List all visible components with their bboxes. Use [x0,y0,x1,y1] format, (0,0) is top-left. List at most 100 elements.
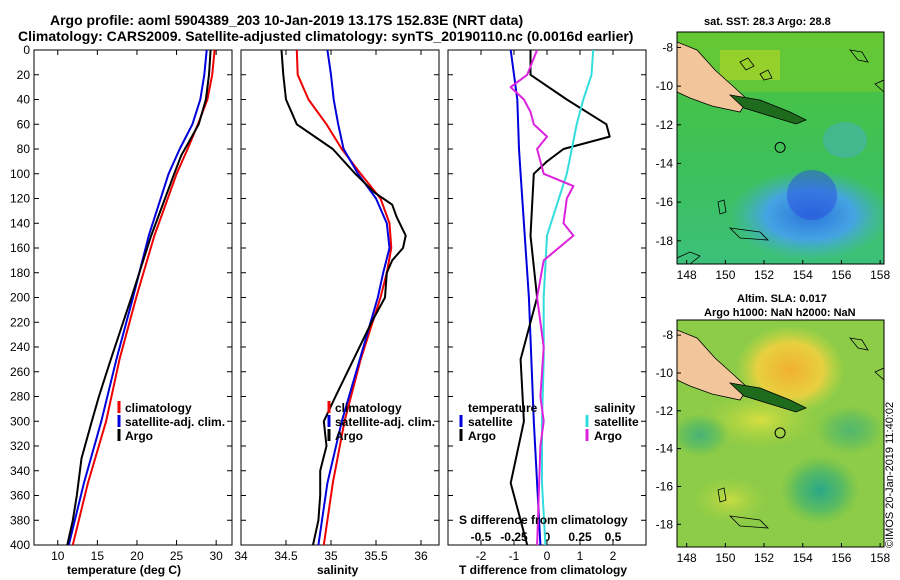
depth-tick-label: 160 [10,241,30,255]
sst-map-lon-axis: 148 150 152 154 156 158 [677,260,890,282]
lat-tick-label: -8 [662,328,673,342]
lat-tick-label: -18 [656,517,674,531]
lon-tick-label: 156 [831,551,851,565]
depth-tick-label: 60 [17,117,31,131]
depth-tick-label: 360 [10,489,30,503]
x-tick-label: 35.5 [364,549,388,563]
sst-map-frame [676,31,885,265]
sst-map-lat-axis: -8 -10 -12 -14 -16 -18 [656,40,681,248]
difference-legend: temperature satellite Argo salinity sate… [459,401,639,443]
depth-tick-label: 80 [17,142,31,156]
difference-x-axis: -2 -1 0 1 2 -0.5 -0.25 0 0.25 0.5 [471,50,622,563]
legend-header-temperature: temperature [468,401,538,415]
depth-tick-label: 240 [10,340,30,354]
difference-panel-frame [447,49,647,546]
x-tick-label: 35 [324,549,338,563]
salinity-legend: climatology satellite-adj. clim. Argo [327,401,435,443]
lat-tick-label: -12 [656,118,674,132]
depth-tick-label: 280 [10,390,30,404]
sla-map-frame [676,319,885,548]
depth-tick-label: 40 [17,93,31,107]
legend-label-s-argo: Argo [594,429,622,443]
temperature-x-axis: 10 15 20 25 30 [51,50,223,563]
sst-map-image [677,32,884,264]
depth-tick-label: 140 [10,216,30,230]
depth-tick-label: 120 [10,192,30,206]
sla-map-subtitle: Argo h1000: NaN h2000: NaN [704,307,856,319]
lat-tick-label: -8 [662,40,673,54]
series-line-temperature-argo [509,50,611,545]
x-tick-label: 0 [544,549,551,563]
legend-label-s-satellite: satellite [594,415,639,429]
difference-top-axis-label: S difference from climatology [459,513,628,527]
lon-tick-label: 148 [677,268,697,282]
x-tick-label: 25 [170,549,184,563]
series-line-satellite-adj-clim- [317,50,391,545]
x-tick-label: 36 [414,549,428,563]
lat-tick-label: -16 [656,479,674,493]
legend-label-satellite: satellite-adj. clim. [125,415,225,429]
s-diff-tick-label: 0 [544,530,551,544]
s-diff-tick-label: -0.25 [500,530,528,544]
depth-tick-label: 180 [10,266,30,280]
x-tick-label: -2 [476,549,487,563]
lon-tick-label: 154 [793,551,813,565]
depth-tick-label: 260 [10,365,30,379]
series-line-climatology [295,50,393,545]
argo-location-marker [774,427,786,439]
legend-label-satellite: satellite-adj. clim. [335,415,435,429]
lon-tick-label: 158 [870,551,890,565]
legend-header-salinity: salinity [594,401,636,415]
legend-label-t-satellite: satellite [468,415,513,429]
x-tick-label: 34 [234,549,248,563]
depth-tick-label: 200 [10,291,30,305]
salinity-series [280,50,407,545]
credit-text: ©IMOS 20-Jan-2019 11:40:02 [884,402,896,548]
figure-title-line2: Climatology: CARS2009. Satellite-adjuste… [18,28,633,44]
lat-tick-label: -10 [656,366,674,380]
series-line-salinity-satellite [541,50,595,545]
depth-tick-label: 340 [10,464,30,478]
sla-map-lat-axis: -8 -10 -12 -14 -16 -18 [656,328,681,531]
depth-tick-label: 400 [10,538,30,552]
x-tick-label: 34.5 [274,549,298,563]
series-line-temperature-satellite [509,50,542,545]
depth-tick-label: 0 [23,43,30,57]
depth-tick-label: 380 [10,513,30,527]
series-line-satellite-adj-clim- [67,50,208,545]
legend-label-argo: Argo [335,429,363,443]
s-diff-tick-label: 0.5 [605,530,622,544]
sla-map-image [677,320,884,547]
x-tick-label: 15 [91,549,105,563]
lon-tick-label: 150 [715,268,735,282]
lon-tick-label: 156 [831,268,851,282]
difference-series [509,50,611,545]
sla-map-lon-axis: 148 150 152 154 156 158 [677,543,890,565]
lat-tick-label: -10 [656,79,674,93]
depth-tick-label: 320 [10,439,30,453]
legend-label-argo: Argo [125,429,153,443]
lat-tick-label: -16 [656,195,674,209]
x-tick-label: 2 [610,549,617,563]
temperature-legend: climatology satellite-adj. clim. Argo [117,401,225,443]
lon-tick-label: 154 [793,268,813,282]
series-line-climatology [71,50,216,545]
depth-tick-label: 100 [10,167,30,181]
series-line-argo [66,50,212,545]
series-line-argo [280,50,407,545]
salinity-panel-frame [240,49,440,546]
x-tick-label: 10 [51,549,65,563]
sla-map-title: Altim. SLA: 0.017 [737,293,827,305]
salinity-x-axis: 34 34.5 35 35.5 36 [234,50,428,563]
lat-tick-label: -12 [656,404,674,418]
depth-tick-label: 220 [10,315,30,329]
x-tick-label: 1 [577,549,584,563]
lon-tick-label: 150 [715,551,735,565]
lon-tick-label: 148 [677,551,697,565]
argo-location-marker [774,141,786,153]
sst-map-title: sat. SST: 28.3 Argo: 28.8 [704,16,831,28]
temperature-axis-label: temperature (deg C) [67,563,181,577]
series-line-salinity-argo [509,50,575,545]
